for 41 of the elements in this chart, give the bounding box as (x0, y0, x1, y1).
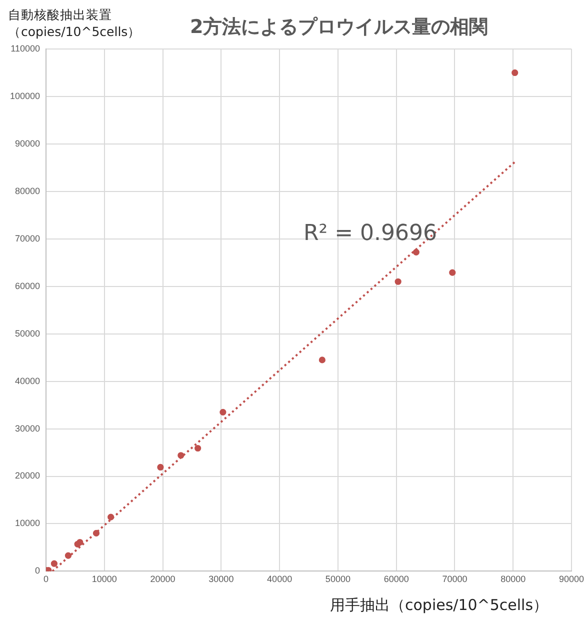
point (412, 248, 420, 256)
x-tick-label: 50000 (325, 574, 350, 584)
x-tick-label: 20000 (150, 574, 176, 584)
y-tick-label: 70000 (15, 233, 40, 244)
x-tick-label: 90000 (558, 574, 584, 584)
y-tick-label: 80000 (15, 186, 40, 196)
point (449, 269, 456, 276)
point (50, 560, 58, 567)
point (194, 444, 202, 452)
x-tick-label: 80000 (500, 574, 526, 584)
chart-title: 2方法によるプロウイルス量の相関 (190, 15, 488, 40)
annotation: R² = 0.9696 (304, 221, 438, 246)
point (512, 69, 518, 76)
point (318, 356, 326, 364)
x-tick-label: 0 (44, 574, 49, 584)
y-tick-label: 50000 (15, 328, 40, 338)
y-tick-label: 100000 (10, 90, 40, 101)
point (157, 464, 164, 471)
y-axis-title: 自動核酸抽出装置（copies/10^5cells） (8, 6, 142, 40)
x-tick-label: 40000 (267, 574, 292, 584)
y-tick-label: 40000 (15, 376, 40, 386)
x-tick-label: 60000 (384, 574, 409, 584)
point (92, 530, 100, 537)
point (64, 552, 72, 559)
x-axis-title: 用手抽出（copies/10^5cells） (330, 596, 548, 615)
point (76, 538, 84, 546)
point (108, 514, 114, 520)
point (220, 408, 226, 416)
point (46, 566, 52, 572)
y-tick-label: 60000 (15, 280, 40, 291)
x-tick-label: 70000 (442, 574, 468, 584)
y-tick-label: 10000 (15, 518, 40, 528)
point (178, 452, 184, 459)
x-tick-label: 10000 (92, 574, 117, 584)
point (394, 278, 402, 285)
y-tick-label: 110000 (10, 43, 40, 54)
x-tick-label: 30000 (208, 574, 234, 584)
y-tick-label: 90000 (15, 138, 40, 148)
y-tick-label: 20000 (15, 470, 40, 481)
y-tick-label: 30000 (15, 423, 40, 434)
y-tick-label: 0 (35, 566, 40, 576)
